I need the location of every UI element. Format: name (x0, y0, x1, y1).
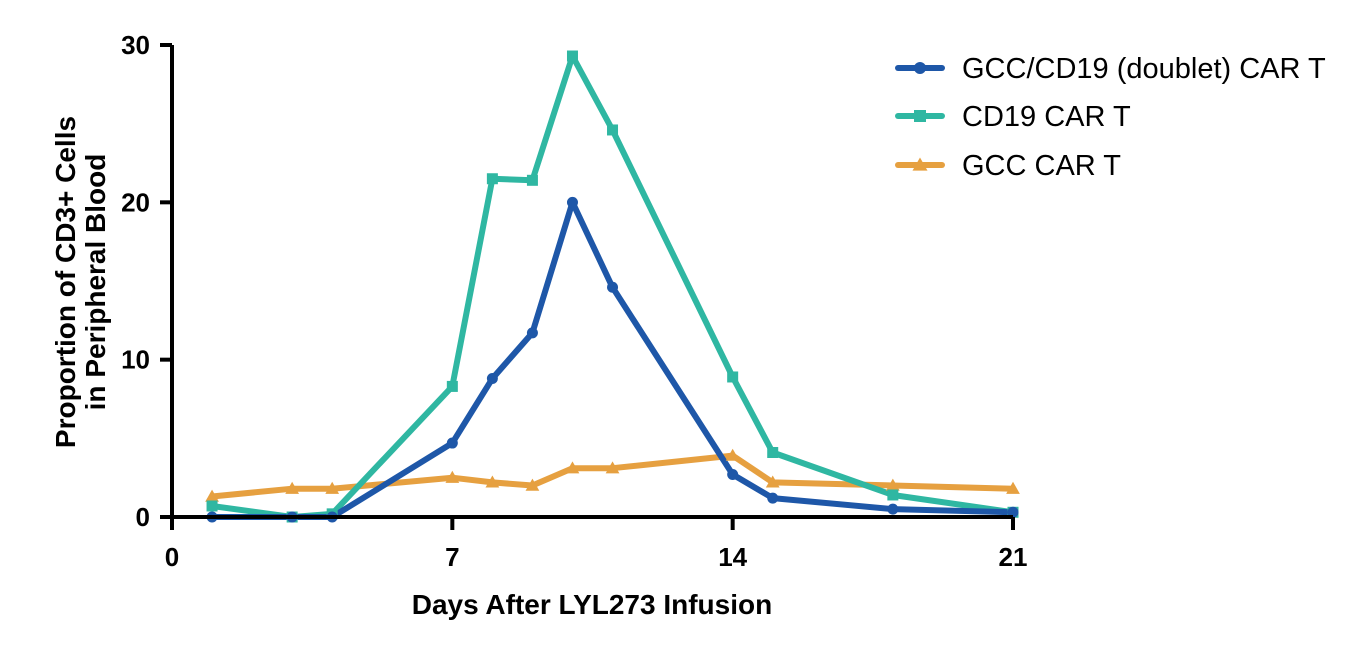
data-point-square (566, 50, 578, 62)
data-point-square (486, 173, 498, 185)
data-point-square (767, 446, 779, 458)
y-ticks: 0 10 20 30 (121, 30, 172, 532)
legend-label: GCC/CD19 (doublet) CAR T (962, 53, 1326, 85)
data-point-triangle (525, 478, 540, 491)
data-point-circle (767, 492, 779, 504)
data-point-triangle (605, 461, 620, 474)
legend-label: GCC CAR T (962, 150, 1121, 182)
y-tick-label: 0 (136, 502, 150, 532)
x-ticks: 0 7 14 21 (165, 517, 1028, 572)
data-point-square (206, 500, 218, 512)
x-tick-label: 14 (718, 542, 747, 572)
series-line-triangle (209, 452, 1016, 500)
y-axis-title: Proportion of CD3+ Cells in Peripheral B… (50, 116, 111, 448)
data-point-square (727, 371, 739, 383)
data-point-circle (526, 327, 538, 339)
data-point-circle (887, 503, 899, 515)
x-tick-label: 7 (445, 542, 459, 572)
data-point-triangle (325, 481, 340, 494)
data-point-triangle (725, 448, 740, 461)
legend: GCC/CD19 (doublet) CAR T CD19 CAR T GCC CA… (895, 53, 1326, 182)
legend-marker-triangle (912, 157, 928, 171)
legend-label: CD19 CAR T (962, 101, 1131, 133)
data-point-triangle (485, 475, 500, 488)
data-point-triangle (445, 470, 460, 483)
x-tick-label: 0 (165, 542, 179, 572)
data-point-square (607, 124, 619, 136)
x-tick-label: 21 (999, 542, 1028, 572)
y-tick-label: 20 (121, 187, 150, 217)
data-point-circle (446, 437, 458, 449)
data-point-triangle (565, 461, 580, 474)
x-axis-title: Days After LYL273 Infusion (412, 589, 772, 620)
data-point-triangle (285, 481, 300, 494)
y-axis-title-line-2: in Peripheral Blood (80, 154, 111, 411)
legend-marker-square (914, 110, 926, 122)
legend-marker-circle (914, 62, 926, 74)
y-tick-label: 10 (121, 345, 150, 375)
data-point-triangle (765, 475, 780, 488)
data-point-triangle (1006, 481, 1020, 494)
data-point-circle (607, 281, 619, 293)
data-point-circle (566, 196, 578, 208)
y-axis-title-line-1: Proportion of CD3+ Cells (50, 116, 81, 448)
data-point-circle (727, 469, 739, 481)
y-tick-label: 30 (121, 30, 150, 60)
data-point-square (446, 380, 458, 392)
plot-markers (205, 50, 1020, 523)
data-point-circle (486, 373, 498, 385)
data-point-square (887, 489, 899, 501)
data-point-square (526, 174, 538, 186)
data-point-triangle (205, 489, 219, 502)
data-point-triangle (885, 478, 900, 491)
